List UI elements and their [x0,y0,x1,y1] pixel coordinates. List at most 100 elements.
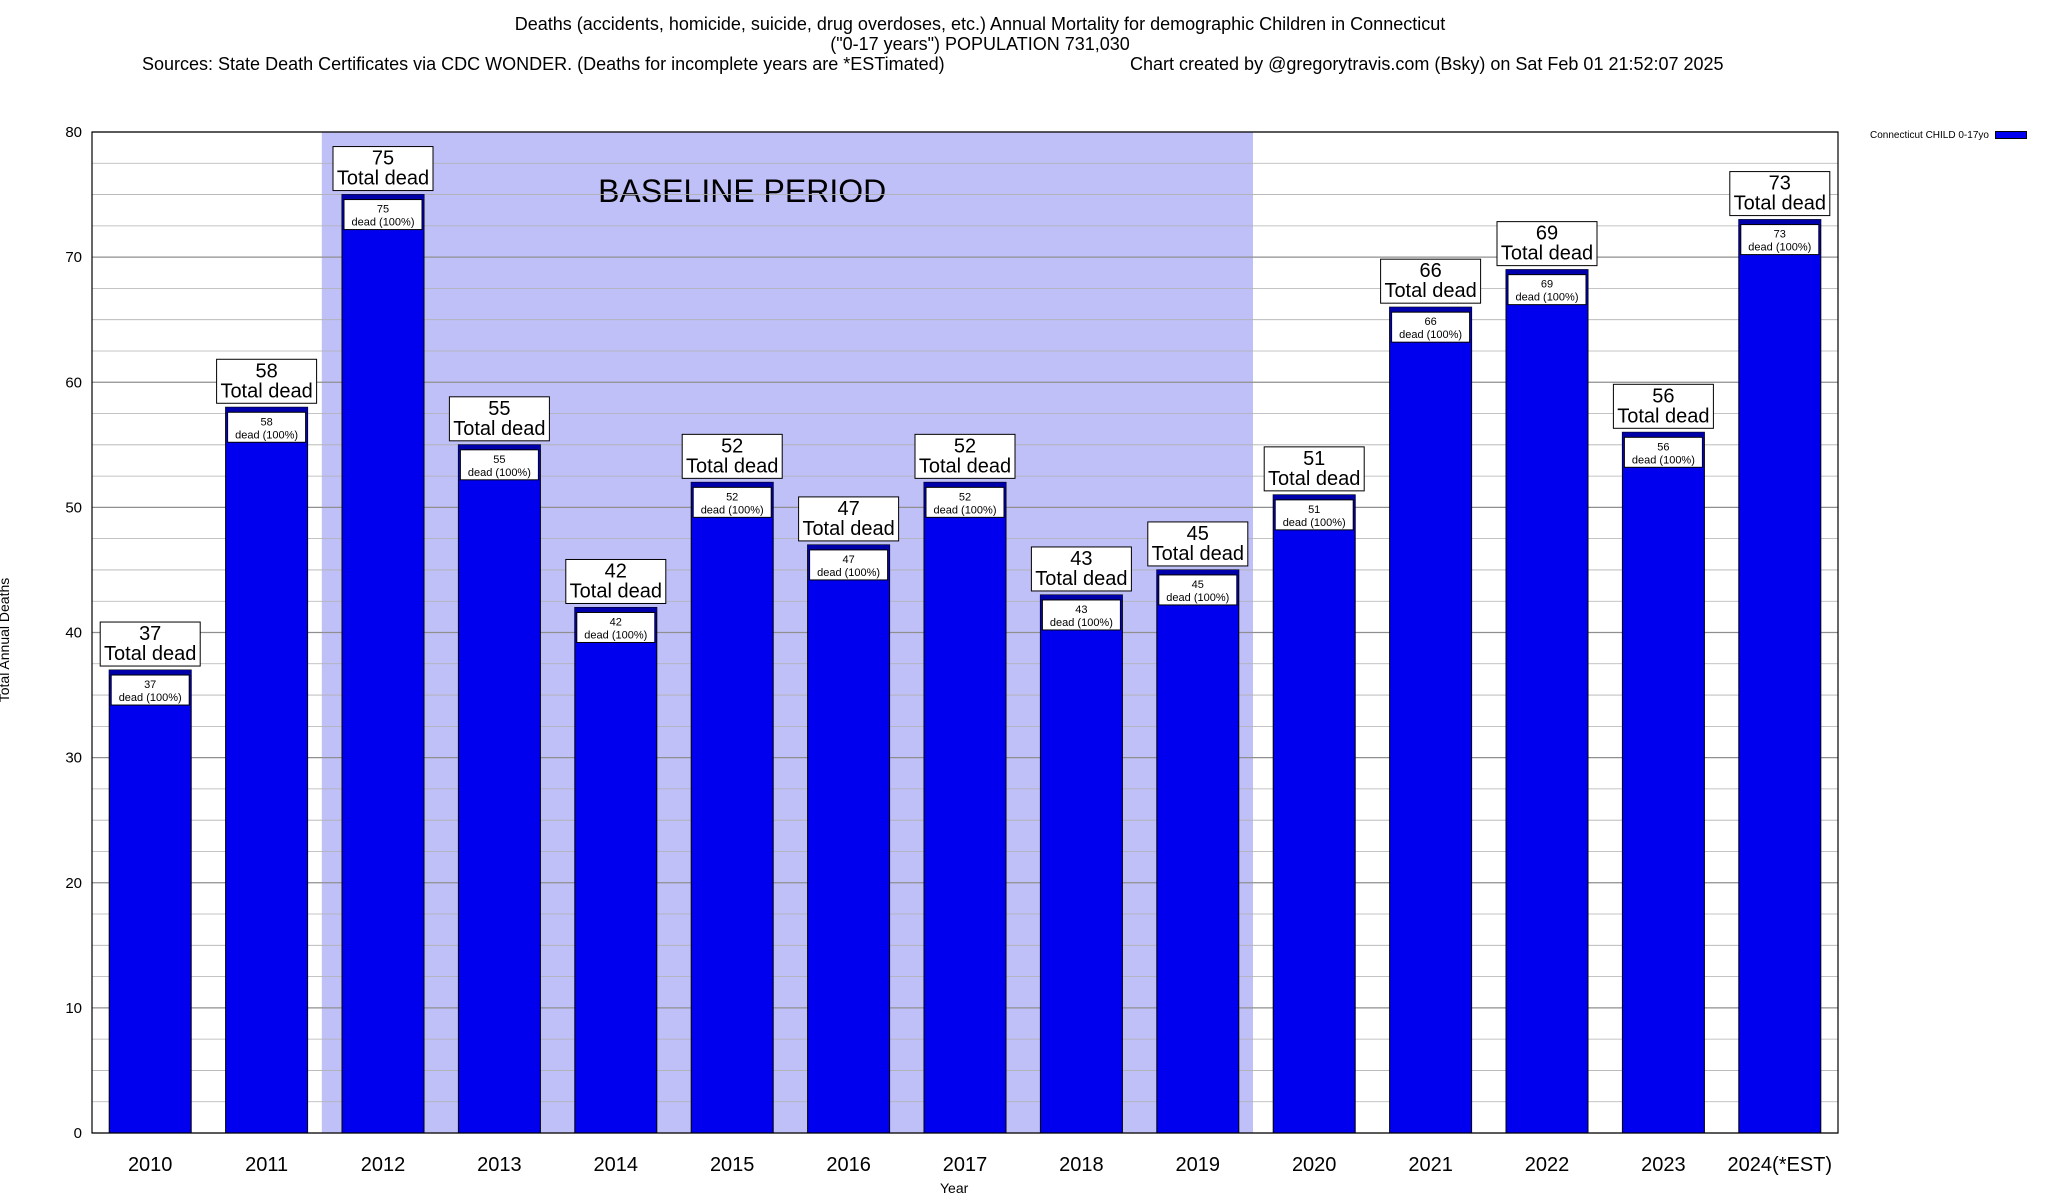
total-label-box [1263,446,1365,492]
total-label-text: Total dead [104,643,196,665]
legend-swatch [1994,131,2027,140]
segment-label-text: dead (100%) [468,467,531,479]
total-label-value: 55 [488,398,510,420]
segment-label-value: 45 [1192,579,1204,591]
segment-label-value: 51 [1308,504,1320,516]
bar-cap [458,444,541,450]
total-label-value: 45 [1187,523,1209,545]
segment-label-text: dead (100%) [119,692,182,704]
segment-label-box [1623,436,1703,468]
segment-label-value: 52 [959,491,971,503]
segment-label-text: dead (100%) [1399,329,1462,341]
total-label-text: Total dead [919,455,1011,477]
segment-label-text: dead (100%) [701,504,764,516]
bar [1272,494,1356,1134]
bar [690,481,774,1134]
segment-label-value: 42 [610,616,622,628]
legend-label: Connecticut CHILD 0-17yo [1870,130,1989,141]
segment-label-value: 66 [1424,316,1436,328]
total-label-text: Total dead [337,168,429,190]
total-label-value: 56 [1652,385,1674,407]
sources-text: Sources: State Death Certificates via CD… [142,54,945,74]
total-label-value: 37 [139,623,161,645]
total-label-box [565,558,667,604]
segment-label-box [1274,499,1354,531]
total-label-box [448,396,550,442]
plot-border [91,131,1839,1134]
y-tick-label: 0 [74,1125,82,1142]
total-label-text: Total dead [1035,568,1127,590]
segment-label-box [227,411,307,443]
total-label-text: Total dead [802,518,894,540]
bar-cap [109,670,192,676]
total-label-text: Total dead [1384,280,1476,302]
chart-title: Deaths (accidents, homicide, suicide, dr… [0,14,1960,54]
segment-label-box [925,486,1005,518]
x-tick-label: 2020 [1292,1154,1337,1176]
baseline-period-label: BASELINE PERIOD [598,173,886,209]
segment-label-box [1507,274,1587,306]
total-label-box [1612,383,1714,429]
y-tick-label: 60 [65,374,82,391]
total-label-value: 51 [1303,448,1325,470]
total-label-value: 66 [1419,260,1441,282]
bar-cap [574,607,657,613]
bar-cap [1040,594,1123,600]
x-tick-label: 2019 [1176,1154,1221,1176]
bar [1039,594,1123,1134]
y-tick-label: 20 [65,875,82,892]
total-label-box [332,146,434,192]
total-label-text: Total dead [220,380,312,402]
legend: Connecticut CHILD 0-17yo [1870,130,2027,141]
bar [1389,306,1473,1134]
y-tick-label: 40 [65,625,82,642]
bar [341,194,425,1134]
total-label-text: Total dead [1734,193,1826,215]
total-label-box [681,433,783,479]
y-axis-label: Total Annual Deaths [0,577,12,703]
segment-label-box [459,449,539,481]
total-label-text: Total dead [570,580,662,602]
segment-label-value: 69 [1541,279,1553,291]
bar [225,406,309,1134]
y-tick-label: 70 [65,249,82,266]
x-tick-label: 2018 [1059,1154,1104,1176]
bar-cap [1738,219,1821,225]
segment-label-box [1391,311,1471,343]
x-tick-label: 2021 [1408,1154,1453,1176]
total-label-text: Total dead [1501,243,1593,265]
total-label-box [798,496,900,542]
bar [1505,269,1589,1134]
segment-label-text: dead (100%) [934,504,997,516]
total-label-box [1496,221,1598,267]
segment-label-box [1041,599,1121,631]
total-label-box [1380,258,1482,304]
segment-label-value: 47 [842,554,854,566]
segment-label-value: 56 [1657,441,1669,453]
bar-cap [1273,494,1356,500]
total-label-box [216,358,318,404]
segment-label-text: dead (100%) [817,567,880,579]
segment-label-text: dead (100%) [1516,292,1579,304]
x-tick-label: 2016 [826,1154,871,1176]
bar [1738,219,1822,1134]
bar-cap [342,194,424,200]
bar-cap [924,482,1006,488]
bar [807,544,891,1134]
y-tick-label: 10 [65,1000,82,1017]
segment-label-box [110,674,190,706]
bar [108,669,192,1134]
credit-text: Chart created by @gregorytravis.com (Bsk… [1130,54,1724,74]
segment-label-text: dead (100%) [1748,242,1811,254]
total-label-text: Total dead [1617,405,1709,427]
total-label-value: 52 [954,435,976,457]
total-label-value: 52 [721,435,743,457]
total-label-text: Total dead [1152,543,1244,565]
total-label-value: 43 [1070,548,1092,570]
x-axis-label: Year [940,1180,969,1196]
segment-label-value: 75 [377,204,389,216]
bar-cap [807,544,890,550]
bar-cap [1156,569,1239,575]
total-label-value: 58 [255,360,277,382]
segment-label-text: dead (100%) [584,629,647,641]
